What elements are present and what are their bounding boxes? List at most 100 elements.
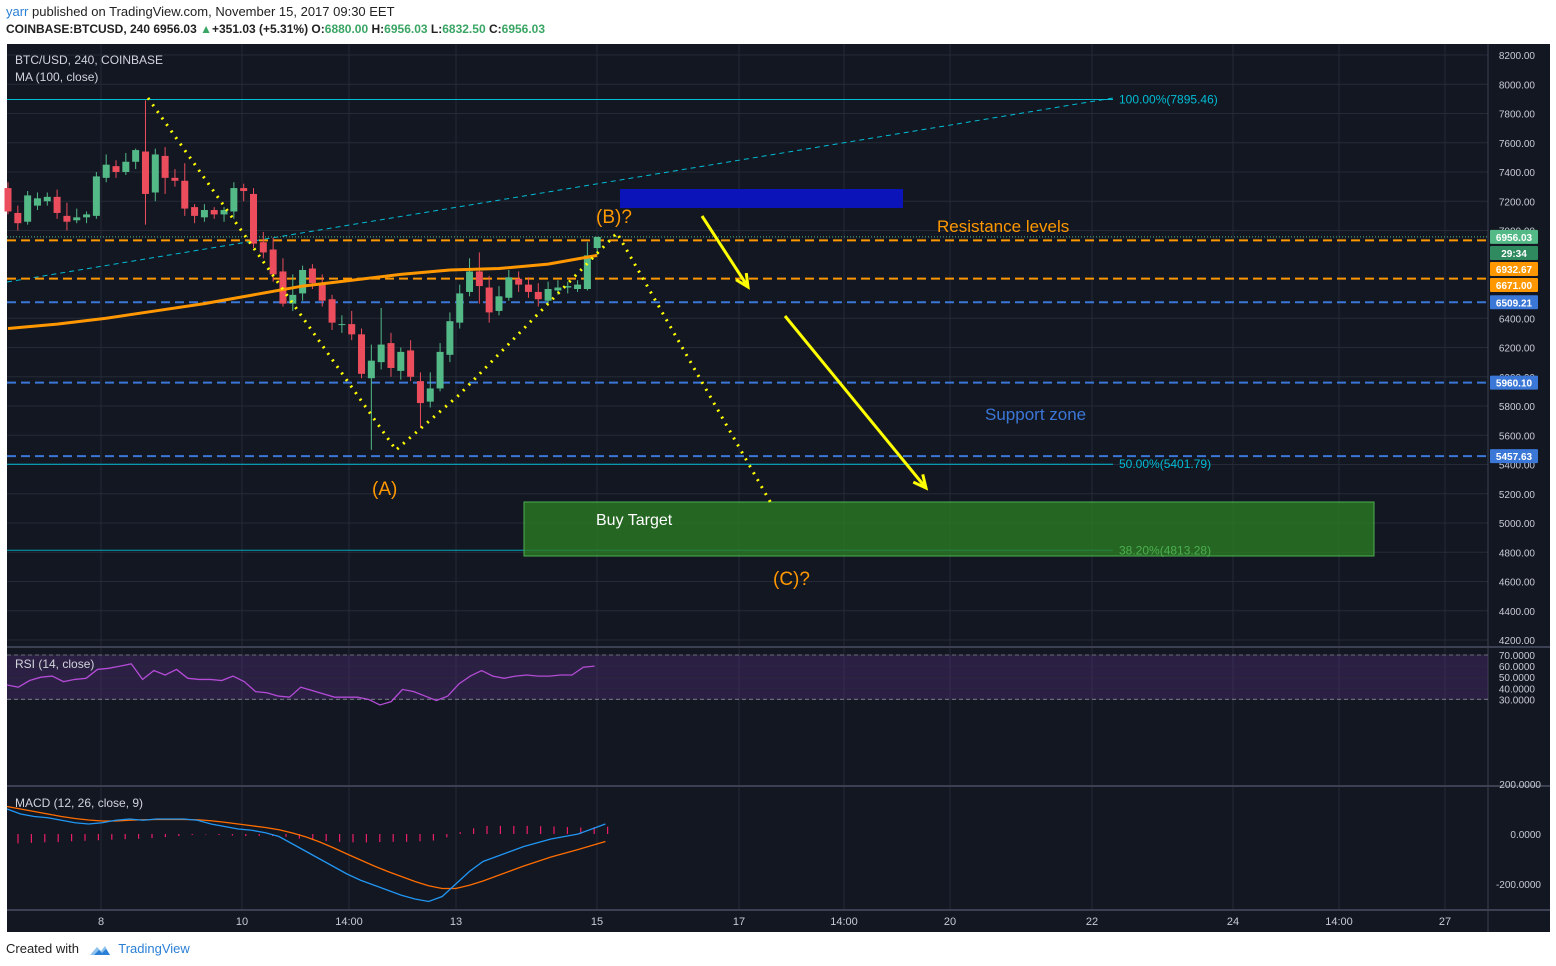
buy-target-label: Buy Target xyxy=(596,512,673,529)
ma-indicator-label: MA (100, close) xyxy=(15,70,98,84)
price-tick-label: 5800.00 xyxy=(1499,402,1536,413)
close-value: 6956.03 xyxy=(501,22,546,36)
candle-body xyxy=(289,294,297,304)
countdown-axis-label-bg xyxy=(1490,246,1538,260)
macd-tick-label: 200.0000 xyxy=(1499,780,1541,791)
low-label: L: xyxy=(430,22,443,36)
candle-body xyxy=(200,210,208,218)
footer: Created with TradingView xyxy=(0,932,1556,966)
time-tick-label: 8 xyxy=(98,916,104,928)
candle-body xyxy=(112,166,120,172)
candle-body xyxy=(485,287,493,313)
support-label: Support zone xyxy=(985,405,1086,424)
publish-text: published on TradingView.com, November 1… xyxy=(28,4,395,19)
created-with-text: Created with xyxy=(6,941,79,956)
fib-level-label: 50.00%(5401.79) xyxy=(1119,457,1211,471)
candle-body xyxy=(456,293,464,323)
candle-body xyxy=(426,388,434,402)
time-tick-label: 17 xyxy=(733,916,745,928)
candle-body xyxy=(524,284,532,292)
candle-body xyxy=(220,210,228,215)
macd-signal-line xyxy=(6,805,606,890)
publish-header: yarr published on TradingView.com, Novem… xyxy=(0,0,1556,44)
price-tick-label: 4200.00 xyxy=(1499,636,1536,647)
price-tick-label: 7800.00 xyxy=(1499,110,1536,121)
support-axis-label-bg xyxy=(1490,375,1538,390)
time-tick-label: 22 xyxy=(1086,916,1098,928)
time-tick-label: 24 xyxy=(1227,916,1239,928)
support-axis-label: 6509.21 xyxy=(1496,298,1533,309)
candle-body xyxy=(446,321,454,355)
price-tick-label: 4600.00 xyxy=(1499,578,1536,589)
price-tick-label: 5600.00 xyxy=(1499,431,1536,442)
price-tick-label: 7200.00 xyxy=(1499,197,1536,208)
candle-body xyxy=(574,284,582,289)
last-price-axis-label: 6956.03 xyxy=(1496,233,1533,244)
arrow-long-head xyxy=(912,474,929,491)
candle-body xyxy=(73,217,81,221)
candle-body xyxy=(132,150,140,162)
symbol-ohlc-line: COINBASE:BTCUSD, 240 6956.03 ▲+351.03 (+… xyxy=(6,22,545,36)
candle-body xyxy=(269,249,277,275)
author-link[interactable]: yarr xyxy=(6,4,29,19)
time-axis-background xyxy=(7,910,1550,932)
fib-level-label: 38.20%(4813.28) xyxy=(1119,543,1211,557)
main-pane-title: BTC/USD, 240, COINBASE xyxy=(15,53,163,67)
candle-body xyxy=(534,291,542,300)
candle-body xyxy=(43,196,51,202)
candle-body xyxy=(564,286,572,288)
candle-body xyxy=(102,164,110,178)
price-tick-label: 8200.00 xyxy=(1499,51,1536,62)
candle-body xyxy=(367,360,375,379)
resistance-axis-label: 6671.00 xyxy=(1496,281,1533,292)
up-arrow-icon: ▲ xyxy=(200,22,212,36)
candle-body xyxy=(338,324,346,326)
candle-body xyxy=(299,269,307,294)
close-label: C: xyxy=(488,22,502,36)
time-tick-label: 20 xyxy=(944,916,956,928)
price-change: +351.03 (+5.31%) xyxy=(212,22,309,36)
price-tick-label: 7600.00 xyxy=(1499,139,1536,150)
candle-body xyxy=(151,154,159,193)
rsi-pane-title: RSI (14, close) xyxy=(15,657,94,671)
open-value: 6880.00 xyxy=(324,22,369,36)
candle-body xyxy=(554,287,562,291)
candle-body xyxy=(191,207,199,216)
rsi-tick-label: 30.0000 xyxy=(1499,695,1536,706)
candle-body xyxy=(181,180,189,209)
candle-body xyxy=(4,188,12,212)
price-tick-label: 6200.00 xyxy=(1499,344,1536,355)
high-value: 6956.03 xyxy=(384,22,428,36)
time-tick-label: 14:00 xyxy=(335,916,363,928)
publish-info: yarr published on TradingView.com, Novem… xyxy=(6,4,395,19)
candle-body xyxy=(33,198,41,206)
time-tick-label: 13 xyxy=(450,916,462,928)
candle-body xyxy=(358,334,366,374)
candle-body xyxy=(250,193,257,244)
tradingview-logo-icon xyxy=(89,945,110,955)
time-tick-label: 14:00 xyxy=(1325,916,1353,928)
candle-body xyxy=(387,343,395,368)
tradingview-link[interactable]: TradingView xyxy=(118,941,190,956)
candle-body xyxy=(436,351,444,389)
price-tick-label: 5000.00 xyxy=(1499,519,1536,530)
candle-body xyxy=(407,350,415,377)
candle-body xyxy=(544,289,552,301)
trading-chart[interactable]: 8 10 14:00 13 15 17 14:00 20 22 24 14:00 27 8200.00 8… xyxy=(0,44,1556,932)
rsi-pane-background xyxy=(7,648,1488,785)
resistance-label: Resistance levels xyxy=(937,217,1069,236)
candle-body xyxy=(171,177,179,181)
rsi-tick-label: 50.0000 xyxy=(1499,673,1536,684)
arrow-long xyxy=(783,315,928,489)
price-tick-label: 8000.00 xyxy=(1499,80,1536,91)
price-tick-label: 6400.00 xyxy=(1499,314,1536,325)
price-tick-label: 4400.00 xyxy=(1499,607,1536,618)
high-label: H: xyxy=(371,22,385,36)
time-tick-label: 15 xyxy=(591,916,603,928)
countdown-axis-label: 29:34 xyxy=(1501,249,1527,260)
candle-body xyxy=(141,151,149,194)
macd-tick-label: 0.0000 xyxy=(1510,830,1541,841)
macd-pane-background xyxy=(7,787,1488,910)
candle-body xyxy=(210,210,218,215)
candle-body xyxy=(328,299,336,323)
